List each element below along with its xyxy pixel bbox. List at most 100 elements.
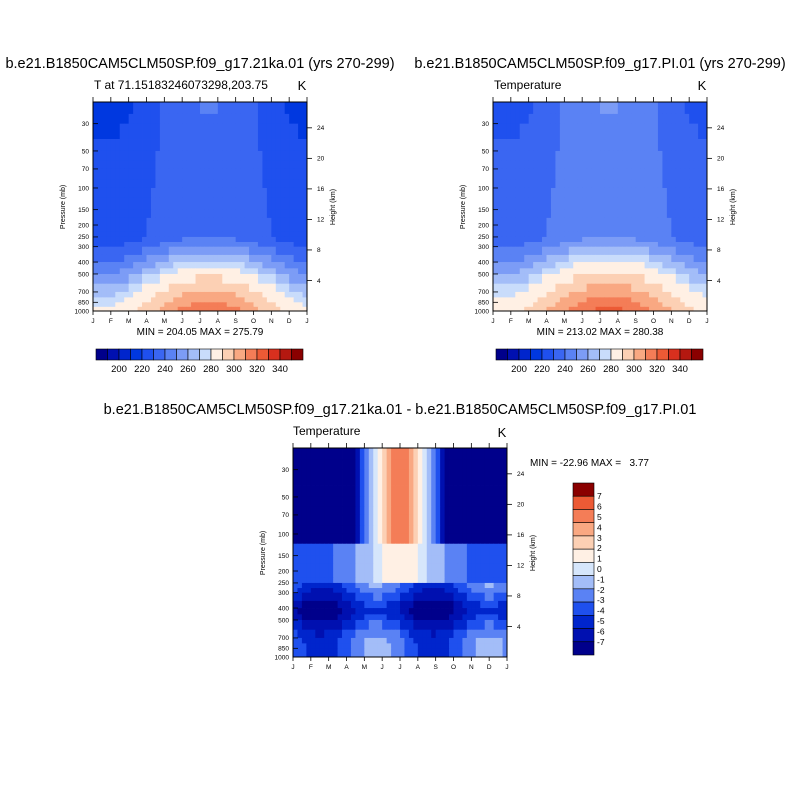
field-cell xyxy=(373,643,379,649)
field-cell xyxy=(164,262,170,269)
field-cell xyxy=(582,123,588,140)
field-cell xyxy=(146,217,152,226)
field-cell xyxy=(537,242,543,248)
field-cell xyxy=(466,648,472,654)
field-cell xyxy=(457,577,463,584)
field-cell xyxy=(613,168,619,180)
field-cell xyxy=(231,160,237,170)
field-cell xyxy=(293,469,298,486)
field-cell xyxy=(310,514,316,526)
field-cell xyxy=(231,302,237,308)
field-cell xyxy=(168,179,174,189)
field-cell xyxy=(568,102,574,115)
field-cell xyxy=(404,496,410,508)
field-cell xyxy=(702,236,708,243)
field-cell xyxy=(613,231,619,238)
field-cell xyxy=(550,217,556,226)
field-cell xyxy=(177,187,183,199)
field-cell xyxy=(101,123,107,140)
field-cell xyxy=(493,225,498,232)
field-cell xyxy=(524,254,530,263)
left-label: Temperature xyxy=(293,424,361,438)
x-tick-label: M xyxy=(126,318,131,325)
field-cell xyxy=(626,139,632,152)
field-cell xyxy=(568,254,574,263)
field-cell xyxy=(93,123,98,140)
field-cell xyxy=(289,236,295,243)
field-cell xyxy=(422,608,428,615)
field-cell xyxy=(284,225,290,232)
field-cell xyxy=(666,209,672,219)
field-cell xyxy=(489,637,495,644)
field-cell xyxy=(346,577,352,584)
field-cell xyxy=(386,485,392,498)
field-cell xyxy=(573,306,579,312)
field-cell xyxy=(364,496,370,508)
field-cell xyxy=(115,179,121,189)
field-cell xyxy=(391,525,396,535)
field-cell xyxy=(213,225,219,232)
field-cell xyxy=(124,225,130,232)
field-cell xyxy=(208,236,214,243)
field-cell xyxy=(640,187,645,199)
field-cell xyxy=(498,577,503,584)
field-cell xyxy=(497,150,503,162)
field-cell xyxy=(657,283,663,293)
field-cell xyxy=(275,297,281,303)
field-cell xyxy=(208,139,214,152)
left-label: T at 71.15183246073298,203.75 xyxy=(94,78,268,92)
field-cell xyxy=(301,485,307,498)
field-cell xyxy=(440,555,445,565)
field-cell xyxy=(493,217,498,226)
field-cell xyxy=(364,469,370,486)
field-cell xyxy=(280,150,286,162)
field-cell xyxy=(106,254,112,263)
field-cell xyxy=(235,302,241,308)
field-cell xyxy=(510,297,516,303)
field-cell xyxy=(150,306,156,312)
field-cell xyxy=(449,588,454,594)
field-cell xyxy=(595,242,601,248)
temperature-field xyxy=(493,102,708,312)
field-cell xyxy=(657,187,663,199)
field-cell xyxy=(453,485,459,498)
field-cell xyxy=(164,150,170,162)
field-cell xyxy=(684,113,690,125)
field-cell xyxy=(555,302,561,308)
field-cell xyxy=(559,123,565,140)
field-cell xyxy=(471,496,477,508)
field-cell xyxy=(337,571,343,578)
field-cell xyxy=(680,197,686,211)
field-cell xyxy=(306,608,312,615)
field-cell xyxy=(208,150,214,162)
field-cell xyxy=(528,168,534,180)
field-cell xyxy=(293,506,298,516)
field-cell xyxy=(498,563,503,572)
field-cell xyxy=(653,254,659,263)
field-cell xyxy=(649,197,654,211)
field-cell xyxy=(426,588,432,594)
field-cell xyxy=(164,217,170,226)
colorbar-swatch xyxy=(572,601,595,616)
field-cell xyxy=(208,102,214,115)
field-cell xyxy=(280,242,286,248)
colorbar-label: -3 xyxy=(597,595,605,605)
field-cell xyxy=(382,571,388,578)
field-cell xyxy=(622,209,628,219)
field-cell xyxy=(310,652,316,658)
field-cell xyxy=(662,139,668,152)
colorbar-swatch xyxy=(256,348,269,361)
field-cell xyxy=(582,139,588,152)
field-cell xyxy=(168,150,174,162)
field-cell xyxy=(435,652,441,658)
field-cell xyxy=(119,217,125,226)
field-cell xyxy=(119,160,125,170)
field-cell xyxy=(537,139,543,152)
field-cell xyxy=(191,242,196,248)
field-cell xyxy=(333,643,338,649)
field-cell xyxy=(159,291,165,298)
field-cell xyxy=(204,268,210,275)
field-cell xyxy=(501,113,507,125)
field-cell xyxy=(306,525,312,535)
